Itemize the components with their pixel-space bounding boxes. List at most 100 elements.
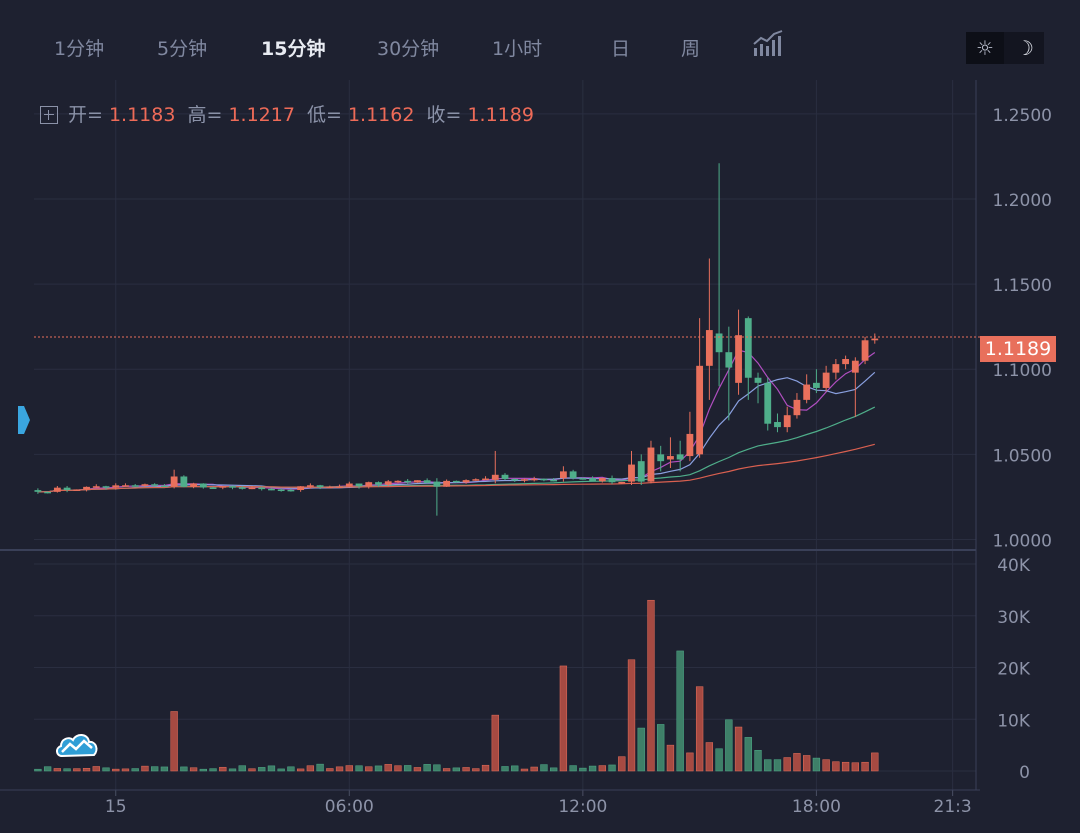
volume-bar — [258, 767, 266, 772]
time-tick-label: 15 — [105, 797, 127, 817]
candle-body — [589, 478, 596, 482]
volume-bars — [34, 599, 879, 772]
tab-15min[interactable]: 15分钟 — [261, 38, 326, 60]
volume-bar — [423, 764, 431, 772]
close-value: 1.1189 — [467, 104, 534, 126]
tab-1hour[interactable]: 1小时 — [492, 38, 543, 60]
tab-30min[interactable]: 30分钟 — [377, 38, 440, 60]
candle-body — [112, 485, 120, 488]
tab-1min[interactable]: 1分钟 — [54, 38, 105, 60]
volume-bar — [442, 768, 451, 772]
scroll-marker-icon[interactable] — [18, 406, 30, 434]
volume-bar — [452, 767, 460, 772]
candle-body — [170, 476, 178, 487]
volume-bar — [209, 768, 217, 772]
expand-icon[interactable] — [40, 106, 58, 124]
candle-body — [423, 480, 431, 483]
volume-bar — [43, 766, 52, 772]
volume-bar — [511, 765, 519, 772]
high-value: 1.1217 — [228, 104, 295, 126]
candle-body — [608, 478, 616, 483]
candle-body — [511, 478, 519, 481]
volume-bar — [773, 759, 782, 772]
candle-body — [384, 481, 392, 485]
candle-body — [667, 456, 674, 460]
candle-body — [219, 486, 227, 488]
close-label: 收= — [426, 104, 462, 126]
volume-bar — [871, 752, 879, 772]
open-label: 开= — [68, 104, 103, 126]
volume-bar — [705, 742, 714, 772]
candle-body — [316, 485, 324, 488]
last-price-tag: 1.1189 — [980, 336, 1056, 362]
volume-bar — [131, 768, 139, 772]
volume-bar — [491, 714, 499, 772]
tab-day[interactable]: 日 — [611, 38, 631, 60]
volume-bar — [559, 665, 568, 772]
candle-body — [764, 382, 772, 424]
candle-body — [190, 483, 198, 487]
volume-bar — [695, 686, 704, 772]
candle-body — [297, 486, 305, 491]
volume-bar — [238, 765, 246, 772]
candle-body — [774, 422, 781, 428]
candle-body — [73, 489, 81, 491]
candle-body — [277, 489, 285, 492]
volume-bar — [530, 766, 538, 772]
volume-bar — [121, 768, 130, 772]
volume-bar — [715, 748, 723, 772]
candle-body — [647, 447, 655, 482]
candle-body — [122, 485, 129, 487]
volume-bar — [832, 761, 840, 772]
tab-week[interactable]: 周 — [681, 38, 701, 60]
volume-bar — [355, 765, 363, 772]
volume-bar — [160, 766, 169, 772]
candle-body — [637, 461, 645, 482]
candle-body — [414, 480, 421, 483]
candle-body — [832, 364, 840, 373]
moon-icon[interactable]: ☽ — [1016, 36, 1034, 60]
ma30-line — [37, 406, 876, 493]
candle-body — [34, 490, 42, 492]
sun-icon[interactable]: ☼ — [966, 32, 1004, 64]
candle-body — [53, 487, 61, 492]
volume-tick-label: 20K — [997, 660, 1031, 680]
volume-bar — [189, 767, 198, 772]
volume-bar — [793, 753, 801, 772]
price-tick-label: 1.0500 — [993, 446, 1052, 466]
volume-bar — [82, 768, 91, 772]
tab-5min[interactable]: 5分钟 — [157, 38, 208, 60]
volume-bar — [851, 762, 859, 772]
candle-body — [404, 480, 412, 483]
volume-bar — [219, 766, 227, 772]
time-tick-label: 12:00 — [558, 797, 607, 817]
candle-body — [472, 479, 480, 481]
volume-bar — [316, 763, 324, 772]
candle-body — [336, 486, 343, 489]
candle-body — [443, 480, 451, 487]
candle-body — [462, 480, 470, 483]
volume-bar — [63, 768, 71, 772]
volume-bar — [180, 766, 188, 772]
grid-lines — [34, 80, 976, 790]
candle-body — [44, 491, 52, 494]
volume-bar — [754, 750, 762, 772]
candle-body — [803, 384, 811, 400]
indicators-icon[interactable] — [752, 30, 786, 58]
volume-bar — [345, 765, 353, 772]
candle-body — [63, 487, 71, 491]
volume-bar — [374, 765, 383, 772]
candle-body — [199, 483, 207, 488]
candle-body — [540, 478, 548, 481]
toolbar: 1分钟 5分钟 15分钟 30分钟 1小时 日 周 ☼ ☽ — [0, 0, 1080, 90]
volume-bar — [540, 764, 548, 772]
time-tick-label: 06:00 — [325, 797, 374, 817]
volume-bar — [248, 768, 256, 772]
theme-toggle[interactable]: ☼ ☽ — [966, 32, 1044, 64]
volume-bar — [306, 765, 315, 772]
ohlc-legend: 开= 1.1183 高= 1.1217 低= 1.1162 收= 1.1189 — [40, 100, 540, 126]
volume-bar — [647, 599, 655, 772]
volume-bar — [764, 759, 772, 772]
